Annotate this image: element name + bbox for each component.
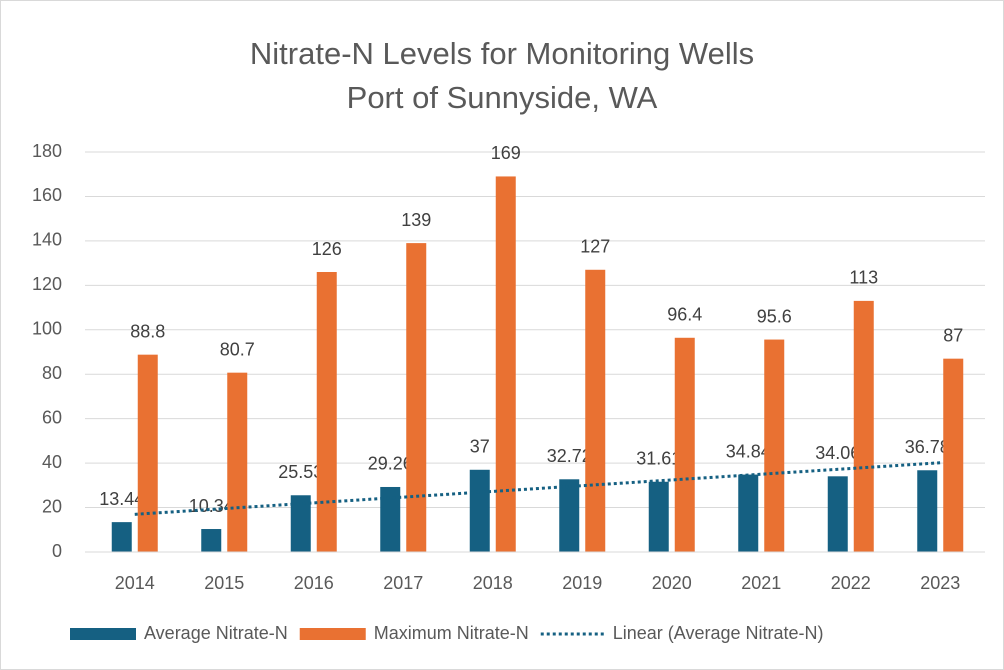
data-label: 32.72: [547, 446, 592, 466]
data-label: 29.26: [368, 454, 413, 474]
bar: [201, 529, 222, 552]
x-tick-label: 2015: [204, 573, 244, 593]
bar: [290, 495, 311, 552]
legend-label: Average Nitrate-N: [144, 623, 288, 643]
bar: [406, 243, 427, 552]
bar: [380, 486, 401, 552]
bar: [111, 522, 132, 552]
bar: [316, 272, 337, 552]
bar: [943, 358, 964, 552]
y-tick-label: 40: [42, 452, 62, 472]
chart-title: Nitrate-N Levels for Monitoring Wells: [250, 36, 754, 71]
data-label: 113: [849, 268, 878, 288]
x-tick-label: 2019: [562, 573, 602, 593]
x-tick-label: 2020: [652, 573, 692, 593]
bar: [738, 474, 759, 552]
data-label: 13.44: [99, 489, 144, 509]
chart-title: Port of Sunnyside, WA: [347, 80, 658, 115]
x-tick-label: 2016: [294, 573, 334, 593]
bar: [469, 469, 490, 552]
data-label: 31.61: [636, 449, 681, 469]
y-tick-label: 100: [32, 319, 62, 339]
data-label: 169: [491, 143, 521, 163]
bar: [853, 300, 874, 552]
y-tick-label: 140: [32, 230, 62, 250]
data-label: 96.4: [667, 305, 702, 325]
bar: [827, 476, 848, 552]
y-tick-label: 20: [42, 496, 62, 516]
x-tick-label: 2018: [473, 573, 513, 593]
trendline: [134, 461, 941, 516]
data-label: 88.8: [130, 321, 165, 341]
y-tick-label: 120: [32, 274, 62, 294]
x-tick-label: 2022: [831, 573, 871, 593]
y-tick-label: 0: [52, 541, 62, 561]
bar: [764, 339, 785, 552]
y-tick-label: 180: [32, 141, 62, 161]
data-label: 95.6: [757, 306, 792, 326]
data-label: 87: [943, 325, 963, 345]
data-label: 139: [401, 210, 431, 230]
data-label: 127: [580, 237, 610, 257]
y-tick-label: 160: [32, 185, 62, 205]
data-label: 80.7: [220, 339, 255, 359]
data-label: 37: [470, 437, 490, 457]
data-label: 34.06: [815, 443, 860, 463]
x-tick-label: 2021: [741, 573, 781, 593]
data-label: 10.34: [189, 496, 234, 516]
bar: [137, 354, 158, 552]
data-label: 25.53: [278, 462, 323, 482]
data-label: 34.84: [726, 441, 771, 461]
bar: [559, 479, 580, 552]
data-label: 36.78: [905, 437, 950, 457]
bar: [585, 269, 606, 552]
bar: [917, 470, 938, 552]
legend-swatch: [299, 628, 366, 640]
bar: [674, 337, 695, 552]
y-tick-label: 80: [42, 363, 62, 383]
bar: [648, 481, 669, 552]
x-tick-label: 2017: [383, 573, 423, 593]
x-tick-label: 2023: [920, 573, 960, 593]
legend-swatch: [70, 628, 136, 640]
legend-label: Maximum Nitrate-N: [374, 623, 529, 643]
legend-label: Linear (Average Nitrate-N): [613, 623, 824, 643]
bar: [227, 372, 248, 552]
x-tick-label: 2014: [115, 573, 155, 593]
y-tick-label: 60: [42, 407, 62, 427]
bar: [495, 176, 516, 552]
data-label: 126: [312, 239, 342, 259]
